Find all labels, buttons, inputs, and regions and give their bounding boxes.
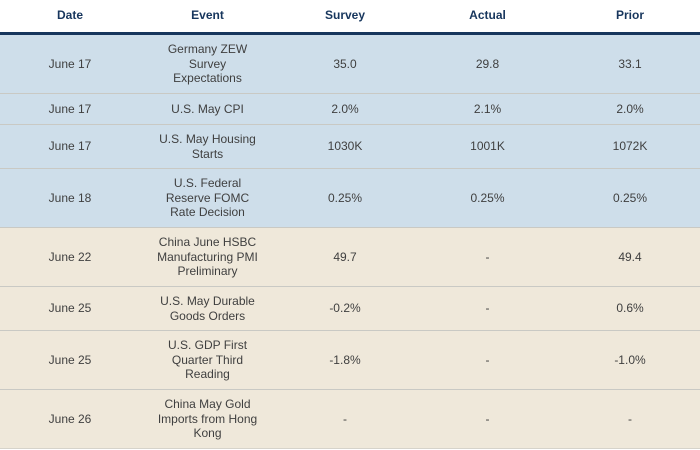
cell-prior: -: [628, 411, 632, 426]
cell-event: U.S. May Housing Starts: [159, 131, 256, 161]
column-header-prior: Prior: [560, 0, 700, 35]
header-row: Date Event Survey Actual Prior: [0, 0, 700, 35]
cell-prior: 0.6%: [616, 301, 644, 316]
cell-actual: -: [485, 411, 490, 426]
cell-actual: -: [485, 301, 490, 316]
cell-event: Germany ZEW Survey Expectations: [167, 42, 248, 86]
table-row: June 25 U.S. GDP First Quarter Third Read…: [0, 330, 700, 390]
cell-survey: 0.25%: [327, 190, 363, 205]
cell-date: June 22: [48, 249, 92, 264]
cell-date: June 17: [48, 56, 92, 71]
table-row: June 17 Germany ZEW Survey Expectations 35…: [0, 33, 700, 94]
cell-prior: 2.0%: [616, 101, 644, 116]
table-row: June 26 China May Gold Imports from Hong …: [0, 389, 700, 448]
cell-event: U.S. May CPI: [171, 101, 244, 116]
cell-survey: 1030K: [327, 139, 363, 154]
cell-actual: -: [485, 249, 490, 264]
table-body: June 17 Germany ZEW Survey Expectations 35…: [0, 33, 700, 448]
cell-prior: -1.0%: [614, 352, 646, 367]
cell-date: June 25: [48, 352, 92, 367]
column-header-actual: Actual: [415, 0, 560, 35]
table-row: June 18 U.S. Federal Reserve FOMC Rate De…: [0, 168, 700, 228]
table-row: June 17 U.S. May Housing Starts 1030K 1001K…: [0, 124, 700, 169]
cell-event: U.S. GDP First Quarter Third Reading: [167, 338, 248, 382]
table-bottom-rule: [0, 447, 700, 449]
cell-survey: -1.8%: [329, 352, 361, 367]
cell-event: U.S. Federal Reserve FOMC Rate Decision: [165, 176, 250, 220]
cell-event: China June HSBC Manufacturing PMI Prelim…: [157, 235, 258, 279]
column-header-event: Event: [140, 0, 275, 35]
table-row: June 22 China June HSBC Manufacturing PMI…: [0, 227, 700, 287]
cell-event: China May Gold Imports from Hong Kong: [157, 397, 258, 441]
cell-actual: 29.8: [475, 56, 500, 71]
cell-survey: -0.2%: [329, 301, 361, 316]
cell-prior: 49.4: [618, 249, 642, 264]
cell-event: U.S. May Durable Goods Orders: [160, 293, 255, 323]
cell-prior: 33.1: [618, 56, 642, 71]
cell-prior: 0.25%: [612, 190, 648, 205]
cell-actual: 0.25%: [470, 190, 505, 205]
cell-date: June 17: [48, 101, 92, 116]
cell-actual: 1001K: [470, 139, 505, 154]
cell-date: June 17: [48, 139, 92, 154]
table-header: Date Event Survey Actual Prior: [0, 0, 700, 35]
column-header-date: Date: [0, 0, 140, 35]
cell-survey: 35.0: [333, 56, 357, 71]
cell-survey: 49.7: [333, 249, 357, 264]
cell-actual: -: [485, 352, 490, 367]
cell-date: June 18: [48, 190, 92, 205]
cell-actual: 2.1%: [473, 101, 502, 116]
cell-survey: 2.0%: [331, 101, 359, 116]
table-row: June 25 U.S. May Durable Goods Orders -0.2…: [0, 286, 700, 331]
cell-date: June 26: [48, 411, 92, 426]
cell-date: June 25: [48, 301, 92, 316]
cell-survey: -: [343, 411, 347, 426]
column-header-survey: Survey: [275, 0, 415, 35]
table-row: June 17 U.S. May CPI 2.0% 2.1% 2.0%: [0, 93, 700, 125]
cell-prior: 1072K: [612, 139, 648, 154]
